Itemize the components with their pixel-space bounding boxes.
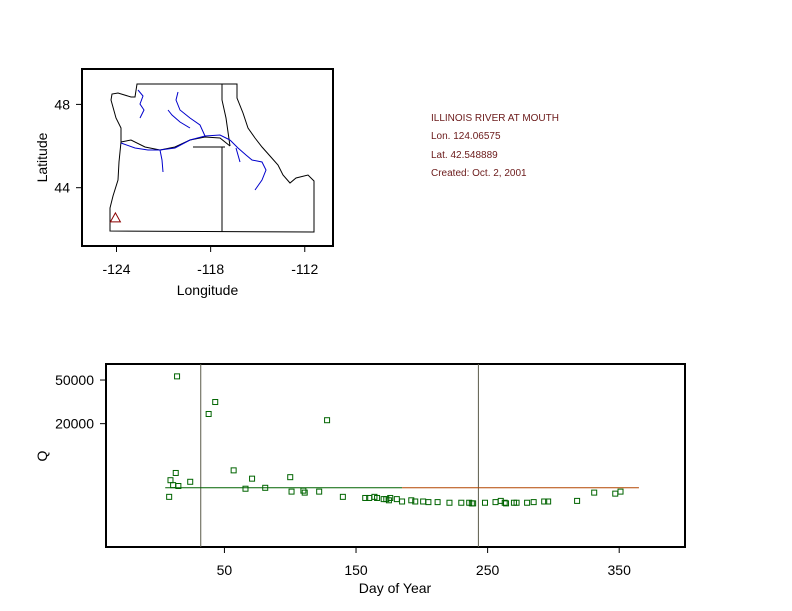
data-point	[230, 467, 237, 474]
x-axis-label: Day of Year	[359, 580, 432, 596]
data-point	[212, 399, 219, 406]
map-y-axis-label: Latitude	[34, 132, 50, 182]
y-tick-label: 50000	[55, 372, 94, 388]
data-point	[446, 499, 453, 506]
plot-frame	[105, 363, 686, 548]
data-point	[393, 496, 400, 503]
data-point	[412, 498, 419, 505]
y-tick-label: 20000	[55, 416, 94, 432]
river-line	[137, 89, 145, 119]
data-point	[612, 490, 619, 497]
data-point	[167, 477, 174, 484]
river-line	[120, 134, 231, 151]
data-point	[399, 498, 406, 505]
x-tick-label: 150	[344, 562, 368, 578]
data-point	[492, 499, 499, 506]
data-point	[541, 498, 548, 505]
data-point	[301, 489, 308, 496]
data-point	[187, 478, 194, 485]
data-point	[524, 499, 531, 506]
state-border-wa-id	[221, 84, 231, 147]
state-outline	[109, 83, 315, 233]
x-tick-label: 250	[476, 562, 500, 578]
data-point	[339, 493, 346, 500]
data-point	[172, 469, 179, 476]
data-point	[503, 500, 510, 507]
data-point	[249, 475, 256, 482]
data-point	[324, 417, 331, 424]
data-point	[591, 489, 598, 496]
data-point	[174, 373, 181, 380]
data-point	[501, 499, 508, 506]
data-point	[387, 494, 394, 501]
data-point	[262, 484, 269, 491]
data-point	[425, 499, 432, 506]
data-point	[242, 485, 249, 492]
river-line	[229, 139, 267, 191]
data-point	[362, 494, 369, 501]
map-frame	[81, 68, 334, 247]
x-tick-label: 350	[608, 562, 632, 578]
station-marker	[109, 211, 122, 223]
data-point	[316, 488, 323, 495]
data-point	[470, 500, 477, 507]
map-y-tick-label: 48	[54, 96, 70, 112]
map-x-tick-label: -124	[102, 261, 130, 277]
data-point	[408, 497, 415, 504]
river-line	[175, 91, 206, 137]
river-line	[159, 149, 164, 173]
map-x-tick-label: -112	[291, 261, 318, 277]
data-point	[374, 494, 381, 501]
map-y-tick-label: 44	[54, 180, 70, 196]
river-line	[167, 109, 191, 129]
data-point	[530, 499, 537, 506]
data-point	[513, 499, 520, 506]
data-point	[617, 488, 624, 495]
data-point	[574, 497, 581, 504]
data-point	[288, 488, 295, 495]
data-point	[166, 493, 173, 500]
data-point	[287, 474, 294, 481]
data-point	[545, 498, 552, 505]
data-point	[175, 483, 182, 490]
x-tick-label: 50	[217, 562, 233, 578]
y-axis-label: Q	[34, 450, 50, 461]
data-point	[300, 487, 307, 494]
data-point	[458, 499, 465, 506]
river-line	[235, 147, 241, 163]
map-x-tick-label: -118	[197, 261, 224, 277]
data-point	[434, 499, 441, 506]
data-point	[420, 498, 427, 505]
map-x-axis-label: Longitude	[177, 282, 239, 298]
data-point	[205, 410, 212, 417]
data-point	[481, 499, 488, 506]
state-border-wa-or	[120, 136, 231, 151]
data-point	[170, 482, 177, 489]
